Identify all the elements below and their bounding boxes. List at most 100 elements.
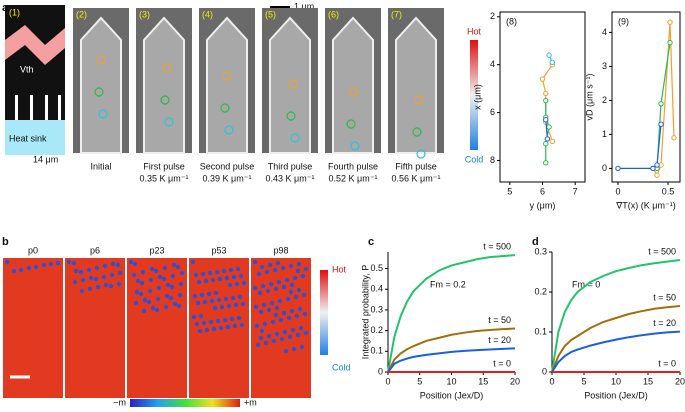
skyrmion — [218, 325, 224, 331]
skyrmion — [265, 288, 271, 294]
skyrmion — [142, 297, 148, 303]
frame-gradient: 0.52 K μm⁻¹ — [329, 173, 378, 183]
skyrmion — [194, 321, 200, 327]
skyrmion — [222, 317, 228, 323]
colorbar — [320, 270, 328, 355]
skyrmion — [297, 306, 303, 312]
y-tick-label: 0.1 — [370, 346, 383, 356]
skyrmion — [141, 308, 147, 314]
panel-label: c — [368, 236, 374, 248]
skyrmion-marker — [164, 117, 174, 127]
skyrmion — [175, 264, 181, 270]
skyrmion — [18, 267, 24, 273]
x-tick-label: 0 — [549, 376, 554, 386]
frame-label: (4) — [202, 9, 213, 19]
skyrmion — [290, 327, 296, 333]
skyrmion — [281, 310, 287, 316]
frame-caption: Third pulse — [268, 161, 313, 171]
skyrmion — [232, 323, 238, 329]
skyrmion — [257, 290, 263, 296]
skyrmion — [295, 332, 301, 338]
skyrmion — [212, 305, 218, 311]
frame-caption: Initial — [90, 161, 111, 171]
skyrmion — [33, 264, 39, 270]
point — [543, 140, 549, 147]
skyrmion — [258, 335, 264, 341]
skyrmion — [171, 262, 177, 268]
x-tick-label: 20 — [510, 376, 520, 386]
skyrmion — [117, 270, 123, 276]
m-min: −m — [113, 397, 126, 407]
skyrmion — [155, 296, 161, 302]
skyrmion — [169, 284, 175, 290]
series-label: t = 50 — [653, 292, 676, 302]
skyrmion — [256, 271, 262, 277]
skyrmion — [283, 348, 289, 354]
skyrmion — [274, 331, 280, 337]
frame-gradient: 0.35 K μm⁻¹ — [140, 173, 189, 183]
skyrmion-marker — [220, 103, 230, 113]
skyrmion — [237, 294, 243, 300]
length-label: 14 μm — [33, 154, 58, 164]
y-tick-label: 0 — [542, 366, 547, 376]
skyrmion — [88, 275, 94, 281]
skyrmion — [26, 265, 32, 271]
point — [654, 162, 660, 168]
device-outline — [332, 16, 374, 154]
skyrmion — [255, 342, 261, 348]
point — [546, 52, 552, 58]
scale-bar-label: 1 μm — [294, 1, 314, 11]
skyrmion — [164, 293, 170, 299]
skyrmion — [261, 302, 267, 308]
frame-caption: Fourth pulse — [328, 161, 378, 171]
series-line — [387, 254, 516, 373]
point — [615, 165, 621, 172]
skyrmion-marker — [290, 133, 300, 143]
frame-gradient: 0.43 K μm⁻¹ — [266, 173, 315, 183]
skyrmion — [227, 282, 233, 288]
skyrmion — [168, 295, 174, 301]
skyrmion — [103, 282, 109, 288]
snapshot — [3, 258, 63, 398]
skyrmion-marker — [162, 63, 172, 73]
x-tick-label: 10 — [611, 376, 621, 386]
skyrmion — [78, 269, 84, 275]
series-label: t = 0 — [493, 358, 511, 368]
skyrmion — [207, 270, 213, 276]
skyrmion — [201, 320, 207, 326]
skyrmion-marker — [288, 79, 298, 89]
y-tick-label: 8 — [490, 155, 495, 165]
snapshot-label: p98 — [273, 245, 288, 255]
series-label: t = 20 — [488, 335, 511, 345]
skyrmion — [296, 287, 302, 293]
skyrmion — [195, 300, 201, 306]
y-tick-label: 0 — [378, 366, 383, 376]
point — [546, 124, 552, 130]
y-axis-label: x (μm) — [472, 84, 482, 110]
skyrmion — [147, 288, 153, 294]
skyrmion — [270, 319, 276, 325]
skyrmion — [279, 336, 285, 342]
colorbar — [470, 40, 478, 150]
series-line — [551, 330, 681, 373]
skyrmion — [132, 261, 138, 267]
skyrmion — [131, 272, 137, 278]
skyrmion — [191, 314, 197, 320]
skyrmion — [128, 259, 134, 265]
skyrmion — [252, 259, 258, 265]
skyrmion-marker — [416, 149, 426, 159]
frame-gradient: 0.39 K μm⁻¹ — [203, 173, 252, 183]
skyrmion — [233, 302, 239, 308]
skyrmion-marker — [160, 95, 170, 105]
frame-gradient: 0.56 K μm⁻¹ — [392, 173, 441, 183]
y-tick-label: 0.5 — [370, 263, 383, 273]
skyrmion — [211, 326, 217, 332]
y-tick-label: 0.4 — [370, 284, 383, 294]
skyrmion — [193, 272, 199, 278]
y-tick-label: 0.3 — [534, 246, 547, 256]
skyrmion — [263, 340, 269, 346]
skyrmion — [299, 344, 305, 350]
skyrmion — [172, 301, 178, 307]
skyrmion — [289, 282, 295, 288]
